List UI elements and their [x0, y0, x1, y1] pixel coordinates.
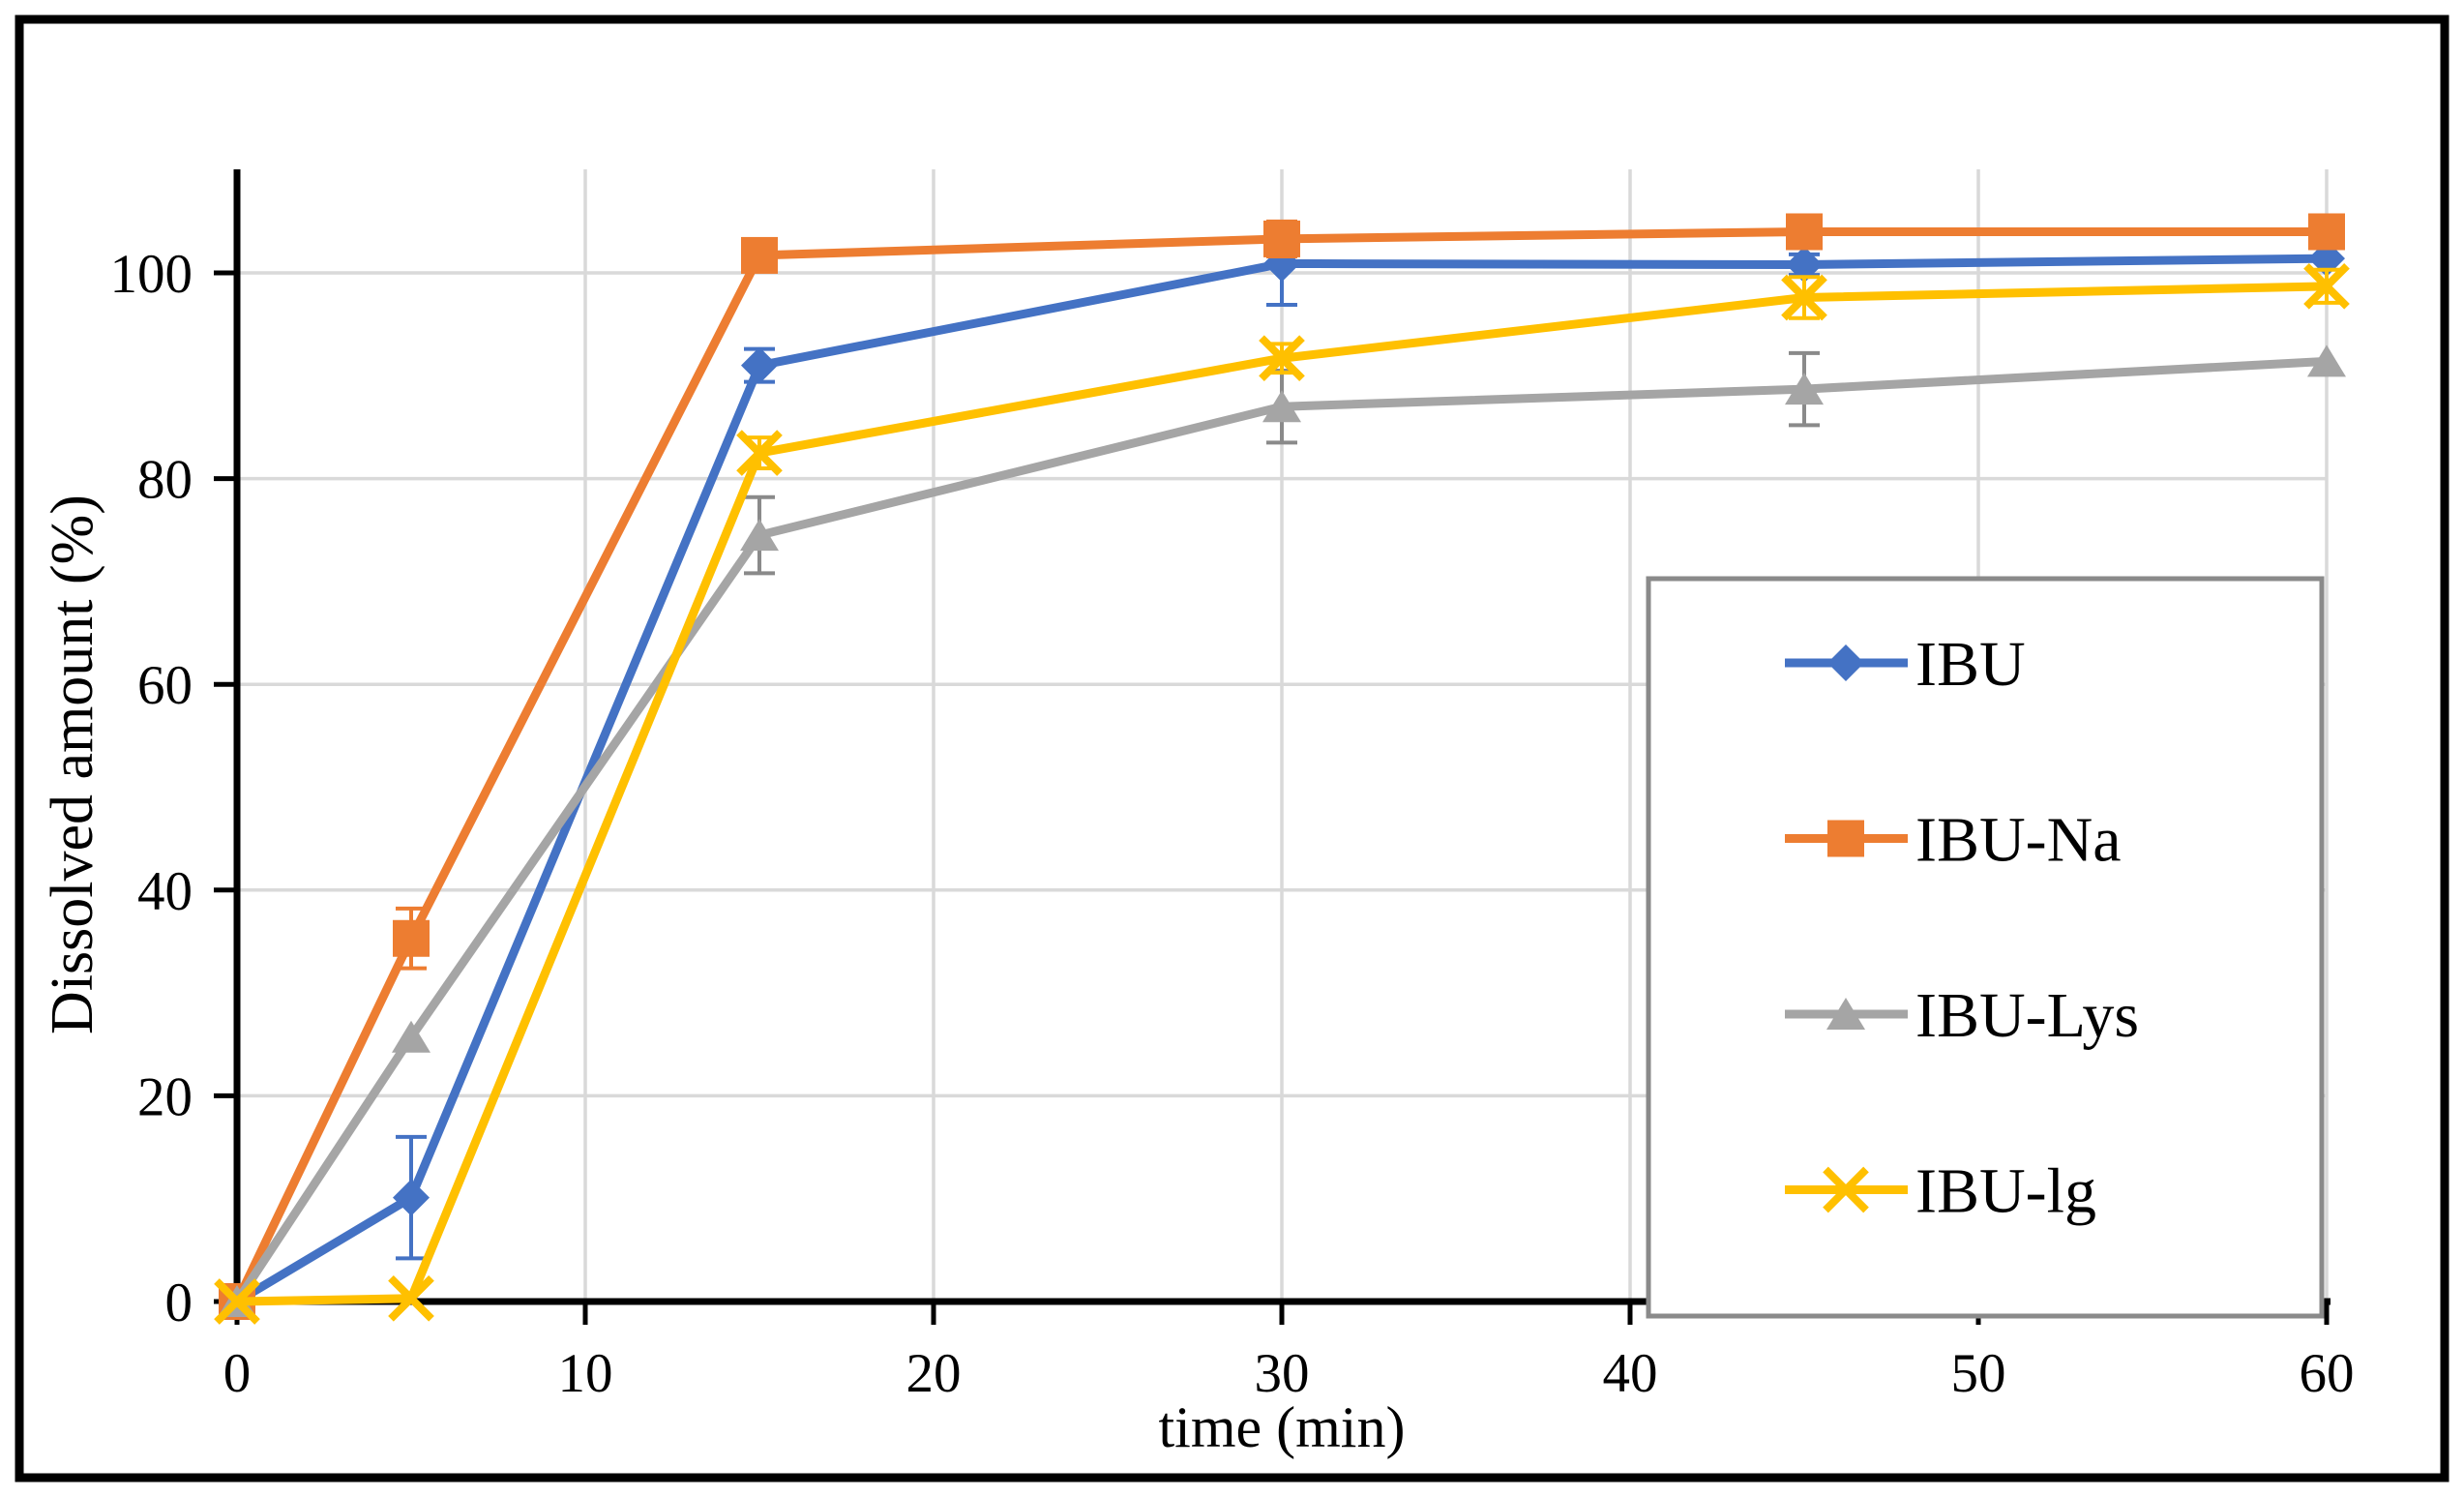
series-line-IBU — [234, 254, 2328, 1305]
series-line-IBU-Na — [232, 226, 2327, 1303]
marker-IBU-lg — [1259, 335, 1305, 382]
legend-item-IBU-Na: IBU-Na — [1785, 805, 2122, 876]
marker-IBU-Na — [393, 919, 430, 957]
marker-IBU — [1786, 246, 1823, 284]
x-axis-title: time (min) — [1159, 1395, 1406, 1459]
y-tick-label: 100 — [110, 244, 193, 305]
series-line-IBU-lg — [236, 282, 2328, 1306]
series-IBU-lg — [214, 262, 2350, 1325]
legend-marker-triangle — [1826, 998, 1865, 1030]
series-IBU — [219, 220, 2345, 1320]
figure-border — [15, 15, 2449, 1482]
legend-label: IBU-lg — [1915, 1156, 2096, 1227]
legend-label: IBU — [1915, 629, 2026, 700]
x-tick-label: 50 — [1951, 1343, 2006, 1404]
x-tick-label: 40 — [1603, 1343, 1658, 1404]
legend-label: IBU-Lys — [1915, 980, 2139, 1051]
marker-IBU-lg — [1781, 274, 1827, 321]
legend: IBU IBU-Na IBU-Lys IBU-lg — [1646, 576, 2325, 1319]
marker-IBU-lg — [214, 1278, 260, 1325]
marker-IBU-Na — [1786, 213, 1823, 251]
y-axis-title: Dissolved amount (%) — [40, 494, 105, 1034]
legend-item-IBU-lg: IBU-lg — [1785, 1156, 2096, 1227]
legend-marker-diamond — [1827, 644, 1864, 681]
marker-IBU-Lys — [392, 1020, 430, 1053]
x-tick-label: 20 — [906, 1343, 962, 1404]
marker-IBU-Na — [2308, 213, 2345, 251]
tick-labels: 0 20 40 60 80 100 0 10 20 30 40 50 60 — [110, 244, 2355, 1404]
x-tick-label: 30 — [1255, 1343, 1310, 1404]
y-tick-label: 80 — [137, 450, 193, 511]
legend-item-IBU: IBU — [1785, 629, 2026, 700]
legend-marker-square — [1827, 820, 1864, 857]
y-tick-label: 60 — [137, 655, 193, 716]
marker-IBU-Lys — [740, 519, 779, 552]
legend-marker-x — [1823, 1166, 1869, 1213]
legend-label: IBU-Na — [1915, 805, 2122, 876]
marker-IBU-lg — [2303, 262, 2350, 310]
marker-IBU-lg — [736, 430, 783, 476]
marker-IBU-Lys — [1785, 373, 1824, 405]
series-line-IBU-Lys — [233, 356, 2328, 1304]
marker-IBU-Lys — [2307, 344, 2346, 377]
y-tick-label: 40 — [137, 861, 193, 922]
x-tick-label: 10 — [558, 1343, 613, 1404]
x-tick-label: 0 — [223, 1343, 252, 1404]
marker-IBU-Lys — [1262, 390, 1301, 423]
marker-IBU-Na — [1263, 220, 1300, 257]
y-tick-label: 20 — [137, 1066, 193, 1127]
legend-box — [1646, 576, 2325, 1319]
y-tick-label: 0 — [165, 1272, 193, 1333]
series-IBU-Lys — [218, 344, 2346, 1317]
legend-item-IBU-Lys: IBU-Lys — [1785, 980, 2139, 1051]
marker-IBU — [741, 346, 778, 384]
plot-series — [214, 213, 2350, 1325]
x-tick-label: 60 — [2300, 1343, 2355, 1404]
marker-IBU — [393, 1179, 430, 1216]
marker-IBU-lg — [388, 1274, 434, 1322]
marker-IBU-Na — [741, 236, 778, 274]
